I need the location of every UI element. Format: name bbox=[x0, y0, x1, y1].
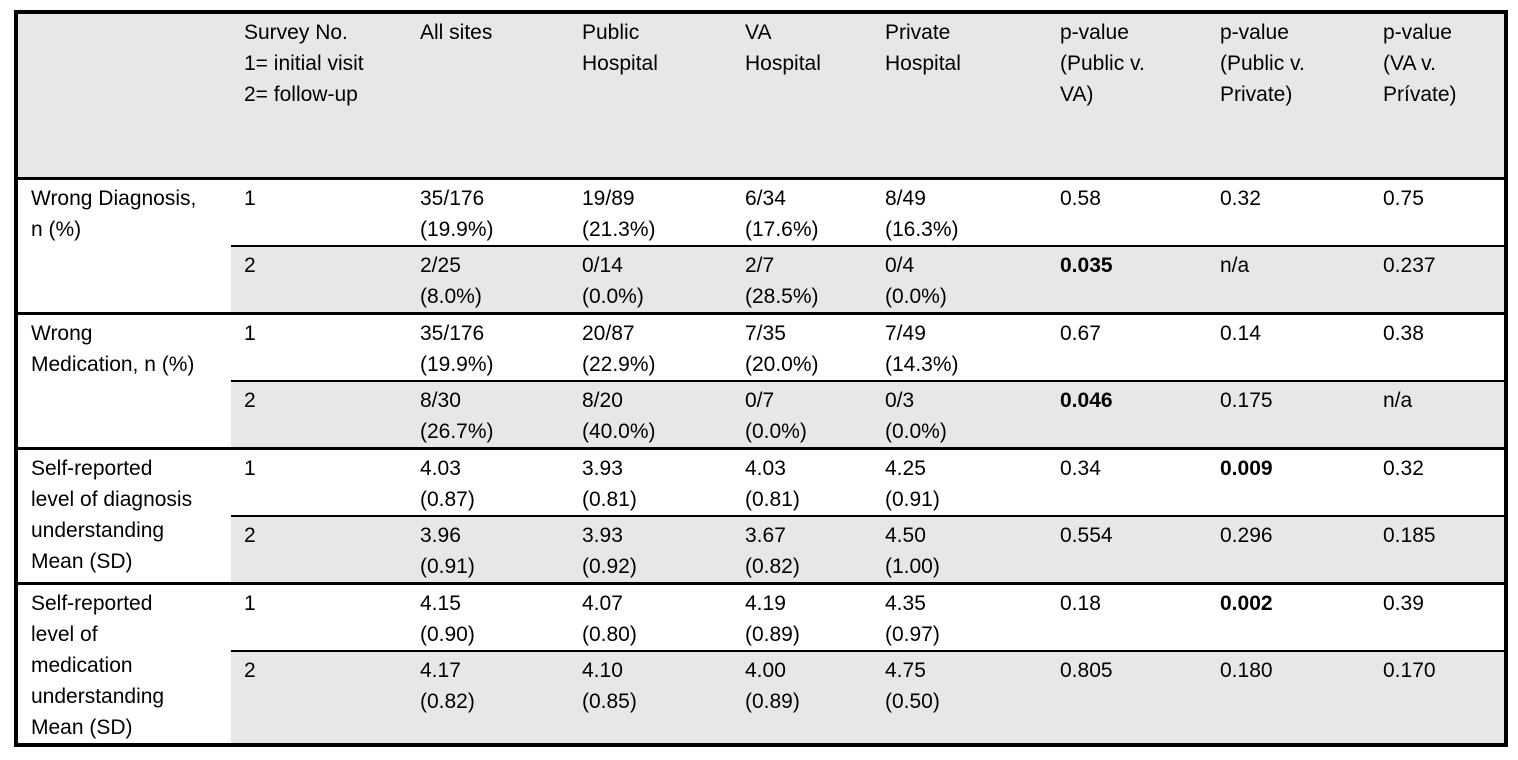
row-group-label-medication-understanding: Self-reported level of medication unders… bbox=[16, 581, 231, 745]
column-header-public-hospital: Public Hospital bbox=[569, 12, 732, 180]
survey-no-cell: 2 bbox=[231, 379, 407, 448]
data-cell: 4.00 (0.89) bbox=[732, 649, 872, 745]
p-value-cell: 0.554 bbox=[1047, 514, 1207, 583]
data-cell: 0/4 (0.0%) bbox=[872, 244, 1047, 313]
table-row: 2 4.17 (0.82) 4.10 (0.85) 4.00 (0.89) 4.… bbox=[16, 649, 1506, 745]
data-cell: 4.15 (0.90) bbox=[407, 581, 569, 651]
data-cell: 4.17 (0.82) bbox=[407, 649, 569, 745]
p-value-cell: 0.046 bbox=[1047, 379, 1207, 448]
data-cell: 0/3 (0.0%) bbox=[872, 379, 1047, 448]
row-group-label-wrong-diagnosis: Wrong Diagnosis, n (%) bbox=[16, 176, 231, 313]
data-cell: 0/7 (0.0%) bbox=[732, 379, 872, 448]
column-header-all-sites: All sites bbox=[407, 12, 569, 180]
table-row: 2 3.96 (0.91) 3.93 (0.92) 3.67 (0.82) 4.… bbox=[16, 514, 1506, 583]
p-value-cell: 0.67 bbox=[1047, 311, 1207, 381]
data-cell: 3.93 (0.81) bbox=[569, 446, 732, 516]
data-cell: 4.35 (0.97) bbox=[872, 581, 1047, 651]
table-row: Wrong Medication, n (%) 1 35/176 (19.9%)… bbox=[16, 311, 1506, 448]
data-cell: 7/35 (20.0%) bbox=[732, 311, 872, 381]
table-row: Wrong Diagnosis, n (%) 1 35/176 (19.9%) … bbox=[16, 176, 1506, 313]
p-value-cell: 0.170 bbox=[1370, 649, 1506, 745]
row-group-label-diagnosis-understanding: Self-reported level of diagnosis underst… bbox=[16, 446, 231, 583]
p-value-cell: 0.237 bbox=[1370, 244, 1506, 313]
data-cell: 4.19 (0.89) bbox=[732, 581, 872, 651]
data-cell: 19/89 (21.3%) bbox=[569, 176, 732, 246]
column-header-va-hospital: VA Hospital bbox=[732, 12, 872, 180]
p-value-cell: 0.39 bbox=[1370, 581, 1506, 651]
data-cell: 20/87 (22.9%) bbox=[569, 311, 732, 381]
results-table: Survey No. 1= initial visit 2= follow-up… bbox=[14, 10, 1508, 747]
p-value-cell: 0.32 bbox=[1207, 176, 1370, 246]
p-value-cell: 0.175 bbox=[1207, 379, 1370, 448]
data-cell: 4.03 (0.87) bbox=[407, 446, 569, 516]
data-cell: 8/49 (16.3%) bbox=[872, 176, 1047, 246]
column-header-p-value-public-va: p-value (Public v. VA) bbox=[1047, 12, 1207, 180]
p-value-cell: n/a bbox=[1370, 379, 1506, 448]
p-value-cell: 0.32 bbox=[1370, 446, 1506, 516]
p-value-cell: 0.38 bbox=[1370, 311, 1506, 381]
p-value-cell: 0.14 bbox=[1207, 311, 1370, 381]
data-cell: 2/7 (28.5%) bbox=[732, 244, 872, 313]
corner-cell bbox=[16, 12, 231, 180]
survey-no-cell: 2 bbox=[231, 514, 407, 583]
p-value-cell: 0.035 bbox=[1047, 244, 1207, 313]
column-header-p-value-public-private: p-value (Public v. Private) bbox=[1207, 12, 1370, 180]
table-row: 2 8/30 (26.7%) 8/20 (40.0%) 0/7 (0.0%) 0… bbox=[16, 379, 1506, 448]
data-cell: 35/176 (19.9%) bbox=[407, 176, 569, 246]
data-cell: 2/25 (8.0%) bbox=[407, 244, 569, 313]
data-cell: 4.50 (1.00) bbox=[872, 514, 1047, 583]
p-value-cell: 0.185 bbox=[1370, 514, 1506, 583]
survey-no-cell: 2 bbox=[231, 244, 407, 313]
p-value-cell: 0.58 bbox=[1047, 176, 1207, 246]
p-value-cell: 0.009 bbox=[1207, 446, 1370, 516]
p-value-cell: 0.805 bbox=[1047, 649, 1207, 745]
data-cell: 35/176 (19.9%) bbox=[407, 311, 569, 381]
survey-no-cell: 1 bbox=[231, 311, 407, 381]
header-row: Survey No. 1= initial visit 2= follow-up… bbox=[16, 12, 1506, 180]
table-row: 2 2/25 (8.0%) 0/14 (0.0%) 2/7 (28.5%) 0/… bbox=[16, 244, 1506, 313]
p-value-cell: n/a bbox=[1207, 244, 1370, 313]
data-cell: 8/20 (40.0%) bbox=[569, 379, 732, 448]
p-value-cell: 0.180 bbox=[1207, 649, 1370, 745]
data-cell: 4.25 (0.91) bbox=[872, 446, 1047, 516]
data-cell: 3.67 (0.82) bbox=[732, 514, 872, 583]
column-header-private-hospital: Private Hospital bbox=[872, 12, 1047, 180]
data-cell: 0/14 (0.0%) bbox=[569, 244, 732, 313]
data-cell: 4.10 (0.85) bbox=[569, 649, 732, 745]
survey-no-cell: 1 bbox=[231, 176, 407, 246]
table-row: Self-reported level of medication unders… bbox=[16, 581, 1506, 745]
data-cell: 6/34 (17.6%) bbox=[732, 176, 872, 246]
p-value-cell: 0.34 bbox=[1047, 446, 1207, 516]
data-cell: 4.03 (0.81) bbox=[732, 446, 872, 516]
data-cell: 4.07 (0.80) bbox=[569, 581, 732, 651]
survey-no-cell: 1 bbox=[231, 581, 407, 651]
survey-no-cell: 1 bbox=[231, 446, 407, 516]
data-cell: 3.96 (0.91) bbox=[407, 514, 569, 583]
survey-no-cell: 2 bbox=[231, 649, 407, 745]
p-value-cell: 0.18 bbox=[1047, 581, 1207, 651]
data-cell: 3.93 (0.92) bbox=[569, 514, 732, 583]
column-header-p-value-va-private: p-value (VA v. Prívate) bbox=[1370, 12, 1506, 180]
row-group-label-wrong-medication: Wrong Medication, n (%) bbox=[16, 311, 231, 448]
data-cell: 7/49 (14.3%) bbox=[872, 311, 1047, 381]
p-value-cell: 0.75 bbox=[1370, 176, 1506, 246]
column-header-survey-no: Survey No. 1= initial visit 2= follow-up bbox=[231, 12, 407, 180]
p-value-cell: 0.002 bbox=[1207, 581, 1370, 651]
data-cell: 8/30 (26.7%) bbox=[407, 379, 569, 448]
table-row: Self-reported level of diagnosis underst… bbox=[16, 446, 1506, 583]
data-cell: 4.75 (0.50) bbox=[872, 649, 1047, 745]
p-value-cell: 0.296 bbox=[1207, 514, 1370, 583]
